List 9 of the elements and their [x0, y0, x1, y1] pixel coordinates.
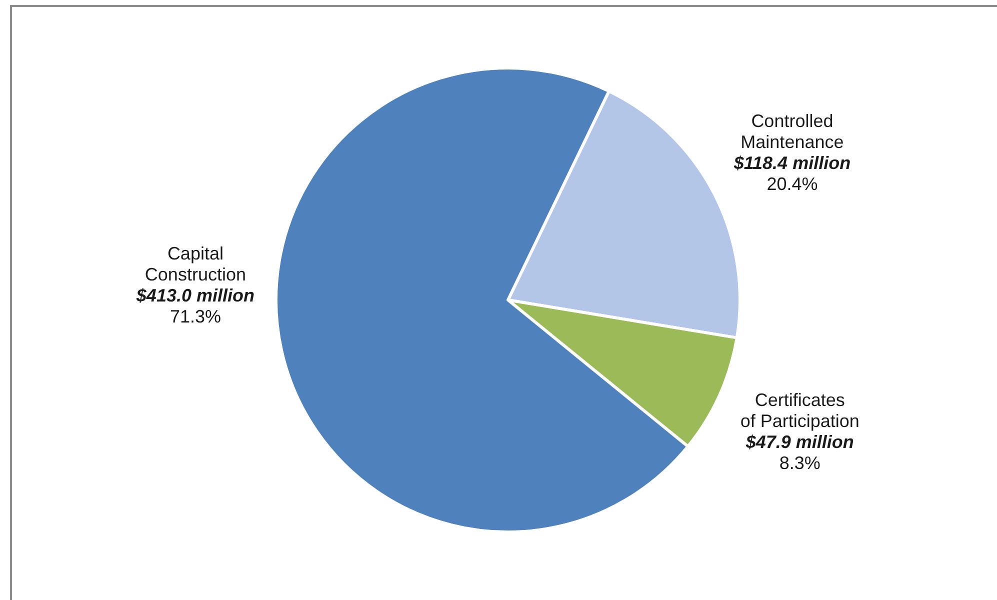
text: 71.3%: [170, 306, 221, 326]
data-label: $47.9 million: [744, 432, 854, 452]
slice-label: Controlled Maintenance: [740, 111, 844, 152]
slice-label: Capital Construction: [144, 244, 246, 284]
text: 8.3%: [779, 453, 820, 474]
data-label: $118.4 million: [732, 153, 851, 174]
slice-label: Certificates of Participation: [740, 390, 860, 432]
data-label: $413.0 million: [135, 286, 254, 306]
text: 20.4%: [766, 174, 818, 194]
